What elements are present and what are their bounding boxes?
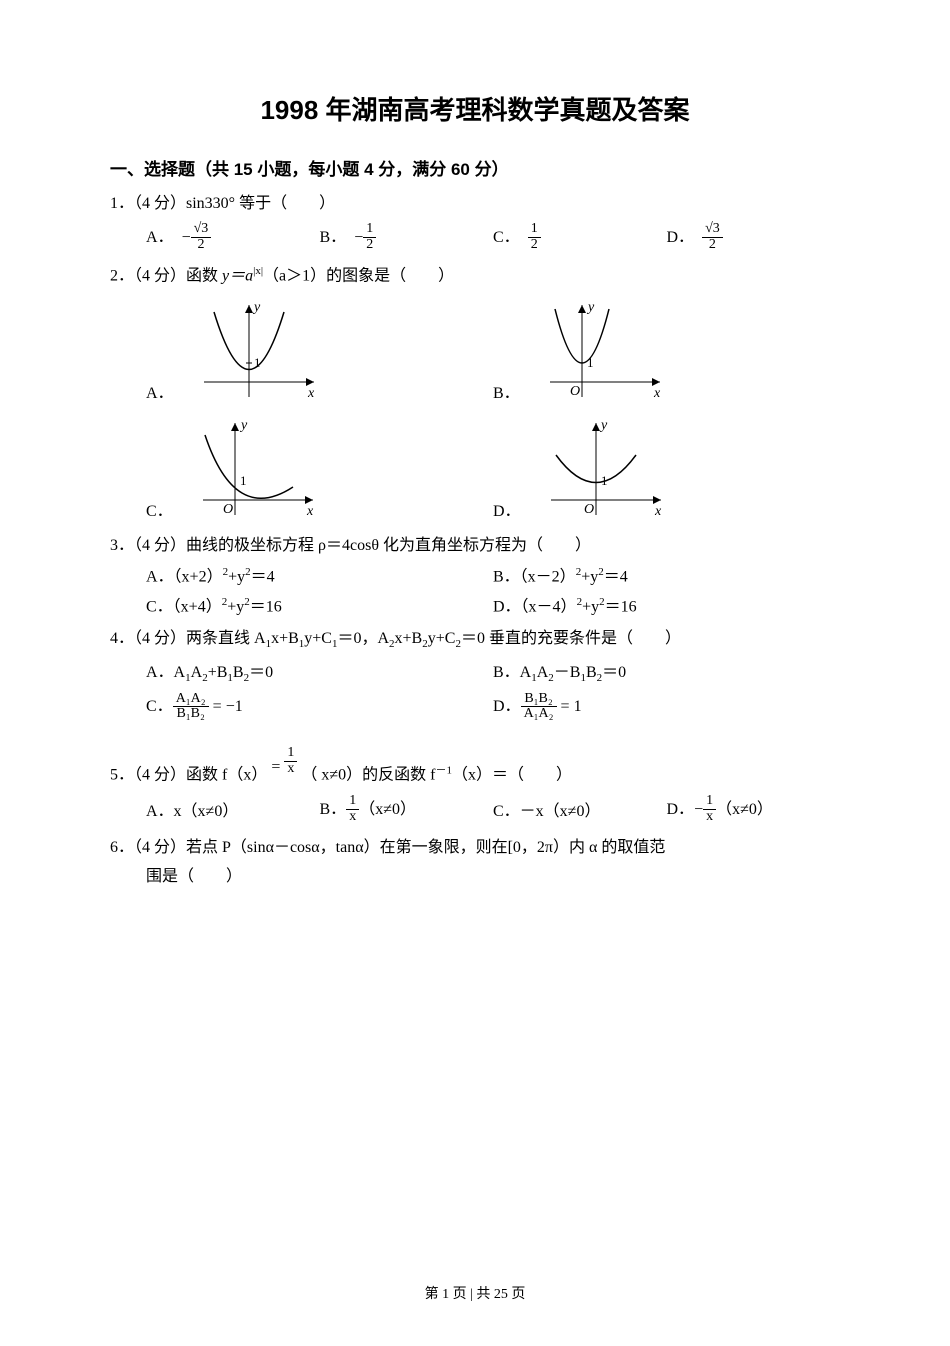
q4-row2: C．A₁A₂B₁B₂ = −1 D．B₁B₂A₁A₂ = 1: [110, 690, 840, 724]
q1-opt-A: A． − √32: [146, 222, 320, 252]
q4-opt-B: B．A1A2－B1B2＝0: [493, 660, 840, 688]
q3-row2: C．（x+4）2+y2＝16 D．（x－4）2+y2＝16: [110, 592, 840, 622]
q5-opt-A: A．x（x≠0）: [146, 799, 320, 825]
q3-opt-A: A．（x+2）2+y2＝4: [146, 564, 493, 590]
q3-opt-B: B．（x－2）2+y2＝4: [493, 564, 840, 590]
q2-graph-C: C． 1 O x y: [146, 411, 493, 529]
q1-opt-C: C． 12: [493, 222, 667, 252]
q5-options: A．x（x≠0） B．1x（x≠0） C．－x（x≠0） D．−1x（x≠0）: [110, 794, 840, 824]
svg-text:y: y: [586, 300, 595, 315]
svg-text:1: 1: [240, 473, 247, 488]
q4-opt-A: A．A1A2+B1B2＝0: [146, 660, 493, 688]
page-title: 1998 年湖南高考理科数学真题及答案: [110, 90, 840, 132]
q4-opt-C: C．A₁A₂B₁B₂ = −1: [146, 692, 493, 722]
q5-opt-D: D．−1x（x≠0）: [667, 794, 841, 824]
svg-text:y: y: [239, 418, 248, 433]
svg-text:1: 1: [601, 473, 608, 488]
question-4: 4．（4 分）两条直线 A1x+B1y+C1＝0，A2x+B2y+C2＝0 垂直…: [110, 626, 840, 654]
q1-options: A． − √32 B． − 12 C． 12 D． √32: [110, 222, 840, 252]
svg-text:x: x: [654, 504, 662, 519]
axis-y: y: [252, 300, 261, 315]
graph-A-svg: 1 x y: [194, 297, 324, 407]
q1-opt-D: D． √32: [667, 222, 841, 252]
q5-opt-C: C．－x（x≠0）: [493, 799, 667, 825]
question-1: 1．（4 分）sin330° 等于（ ）: [110, 191, 840, 217]
axis-x: x: [307, 386, 315, 401]
q5-opt-B: B．1x（x≠0）: [320, 794, 494, 824]
svg-text:y: y: [599, 418, 608, 433]
q2-graph-A: A． 1 x y: [146, 293, 493, 411]
exam-page: 1998 年湖南高考理科数学真题及答案 一、选择题（共 15 小题，每小题 4 …: [0, 0, 950, 1346]
q3-opt-C: C．（x+4）2+y2＝16: [146, 594, 493, 620]
svg-text:x: x: [653, 386, 661, 401]
question-6-cont: 围是（ ）: [110, 864, 840, 890]
q2-graph-B: B． 1 O x y: [493, 293, 840, 411]
question-2: 2．（4 分）函数 y＝a|x|（a＞1）的图象是（ ）: [110, 263, 840, 289]
q3-opt-D: D．（x－4）2+y2＝16: [493, 594, 840, 620]
q1-stem: 1．（4 分）sin330° 等于（ ）: [110, 195, 335, 212]
svg-text:x: x: [306, 504, 314, 519]
q4-opt-D: D．B₁B₂A₁A₂ = 1: [493, 692, 840, 722]
graph-B-svg: 1 O x y: [540, 297, 670, 407]
q4-row1: A．A1A2+B1B2＝0 B．A1A2－B1B2＝0: [110, 658, 840, 690]
q1-opt-B: B． − 12: [320, 222, 494, 252]
svg-text:O: O: [570, 384, 580, 399]
page-footer: 第 1 页 | 共 25 页: [0, 1284, 950, 1306]
question-5: 5．（4 分）函数 f（x） = 1x （ x≠0）的反函数 f－1（x）＝（ …: [110, 746, 840, 788]
svg-text:O: O: [223, 502, 233, 517]
tick-1: 1: [254, 355, 261, 370]
graph-C-svg: 1 O x y: [193, 415, 323, 525]
q2-graph-D: D． 1 O x y: [493, 411, 840, 529]
q2-graphs: A． 1 x y B． 1 O x y C: [110, 293, 840, 529]
graph-D-svg: 1 O x y: [541, 415, 671, 525]
question-6: 6．（4 分）若点 P（sinα－cosα，tanα）在第一象限，则在[0，2π…: [110, 835, 840, 861]
svg-text:O: O: [584, 502, 594, 517]
svg-text:1: 1: [587, 355, 594, 370]
q3-row1: A．（x+2）2+y2＝4 B．（x－2）2+y2＝4: [110, 562, 840, 592]
section-heading: 一、选择题（共 15 小题，每小题 4 分，满分 60 分）: [110, 156, 840, 183]
q1-A-frac: √32: [191, 222, 212, 252]
question-3: 3．（4 分）曲线的极坐标方程 ρ＝4cosθ 化为直角坐标方程为（ ）: [110, 533, 840, 559]
